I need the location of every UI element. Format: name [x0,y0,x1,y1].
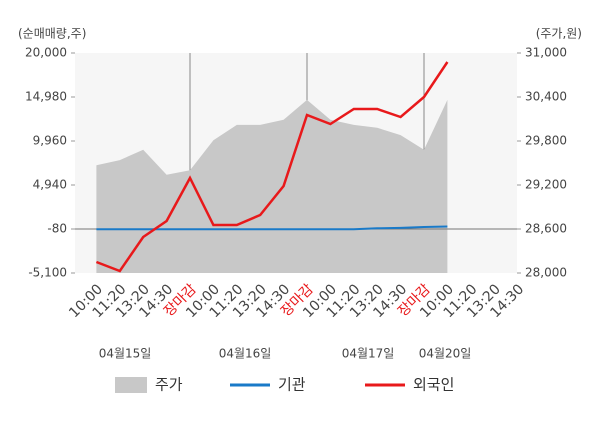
legend-label: 주가 [155,376,183,394]
y2-tick-label: 30,400 [525,90,567,104]
legend-label: 기관 [278,376,306,394]
y-tick-label: 14,980 [25,90,67,104]
y-tick-label: -5,100 [28,266,67,280]
y-tick-label: -80 [47,222,67,236]
y2-tick-label: 29,200 [525,178,567,192]
series-line [95,61,449,273]
date-label: 04월16일 [219,347,272,361]
y2-tick-label: 29,800 [525,134,567,148]
y-tick-label: 9,960 [33,134,67,148]
date-label: 04월20일 [419,347,472,361]
y-tick-label: 4,940 [33,178,67,192]
legend-swatch [115,377,147,393]
y-tick-label: 20,000 [25,46,67,60]
y2-tick-label: 28,600 [525,222,567,236]
date-label: 04월17일 [342,347,395,361]
y2-tick-label: 31,000 [525,46,567,60]
date-label: 04월15일 [99,347,152,361]
legend-label: 외국인 [413,376,454,394]
y2-tick-label: 28,000 [525,266,567,280]
y-axis-label: (순매매량,주) [18,27,86,41]
y2-axis-label: (주가,원) [536,27,582,41]
